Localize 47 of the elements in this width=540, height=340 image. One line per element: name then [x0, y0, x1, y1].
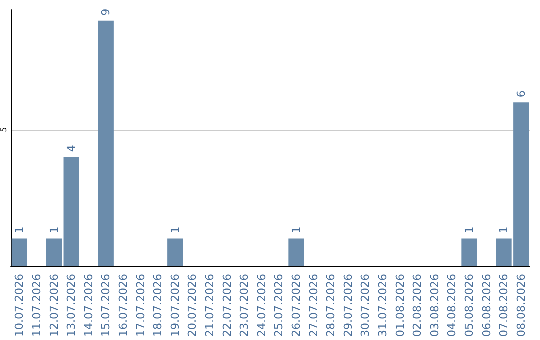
x-tick-label: 16.07.2026 — [116, 274, 130, 338]
x-tick-label: 05.08.2026 — [462, 274, 476, 338]
data-label: 1 — [168, 226, 182, 234]
bar — [12, 238, 28, 266]
x-tick-label: 26.07.2026 — [290, 274, 303, 338]
x-tick-label: 18.07.2026 — [152, 274, 165, 338]
x-tick-label: 13.07.2026 — [65, 274, 78, 338]
bar — [288, 238, 304, 266]
data-label: 1 — [498, 226, 511, 234]
x-tick-label: 03.08.2026 — [428, 274, 442, 338]
data-label: 1 — [48, 226, 61, 234]
bar — [64, 157, 80, 266]
data-label: 4 — [65, 145, 78, 152]
data-label: 1 — [13, 226, 26, 234]
x-tick-label: 14.07.2026 — [82, 274, 96, 338]
x-tick-label: 08.08.2026 — [514, 274, 528, 338]
x-tick-label: 29.07.2026 — [342, 274, 355, 338]
x-tick-label: 15.07.2026 — [100, 274, 113, 338]
x-tick-label: 30.07.2026 — [359, 274, 372, 338]
x-tick-label: 17.07.2026 — [134, 274, 148, 338]
x-tick-label: 25.07.2026 — [272, 274, 286, 338]
y-tick-label: 5 — [0, 127, 8, 132]
x-tick-label: 31.07.2026 — [376, 274, 390, 338]
x-tick-label: 23.07.2026 — [238, 274, 252, 338]
x-tick-label: 28.07.2026 — [324, 274, 338, 338]
x-tick-label: 19.07.2026 — [168, 274, 182, 338]
x-tick-label: 20.07.2026 — [186, 274, 200, 338]
x-tick-label: 11.07.2026 — [30, 274, 44, 338]
x-tick-label: 04.08.2026 — [446, 274, 459, 338]
bar — [98, 20, 114, 266]
bar — [462, 238, 478, 266]
x-tick-label: 22.07.2026 — [220, 274, 234, 338]
x-tick-label: 21.07.2026 — [203, 274, 216, 338]
x-tick-label: 12.07.2026 — [48, 274, 61, 338]
x-tick-label: 24.07.2026 — [255, 274, 268, 338]
bar — [168, 238, 184, 266]
data-label: 9 — [100, 8, 113, 16]
x-tick-label: 07.08.2026 — [498, 274, 511, 338]
bar — [46, 238, 62, 266]
x-tick-label: 01.08.2026 — [394, 274, 407, 338]
data-label: 6 — [514, 90, 528, 98]
x-tick-label: 06.08.2026 — [480, 274, 494, 338]
x-tick-label: 02.08.2026 — [411, 274, 424, 338]
x-tick-label: 10.07.2026 — [13, 274, 26, 338]
data-label: 1 — [290, 226, 303, 234]
data-label: 1 — [462, 226, 476, 234]
x-tick-label: 27.07.2026 — [307, 274, 320, 338]
